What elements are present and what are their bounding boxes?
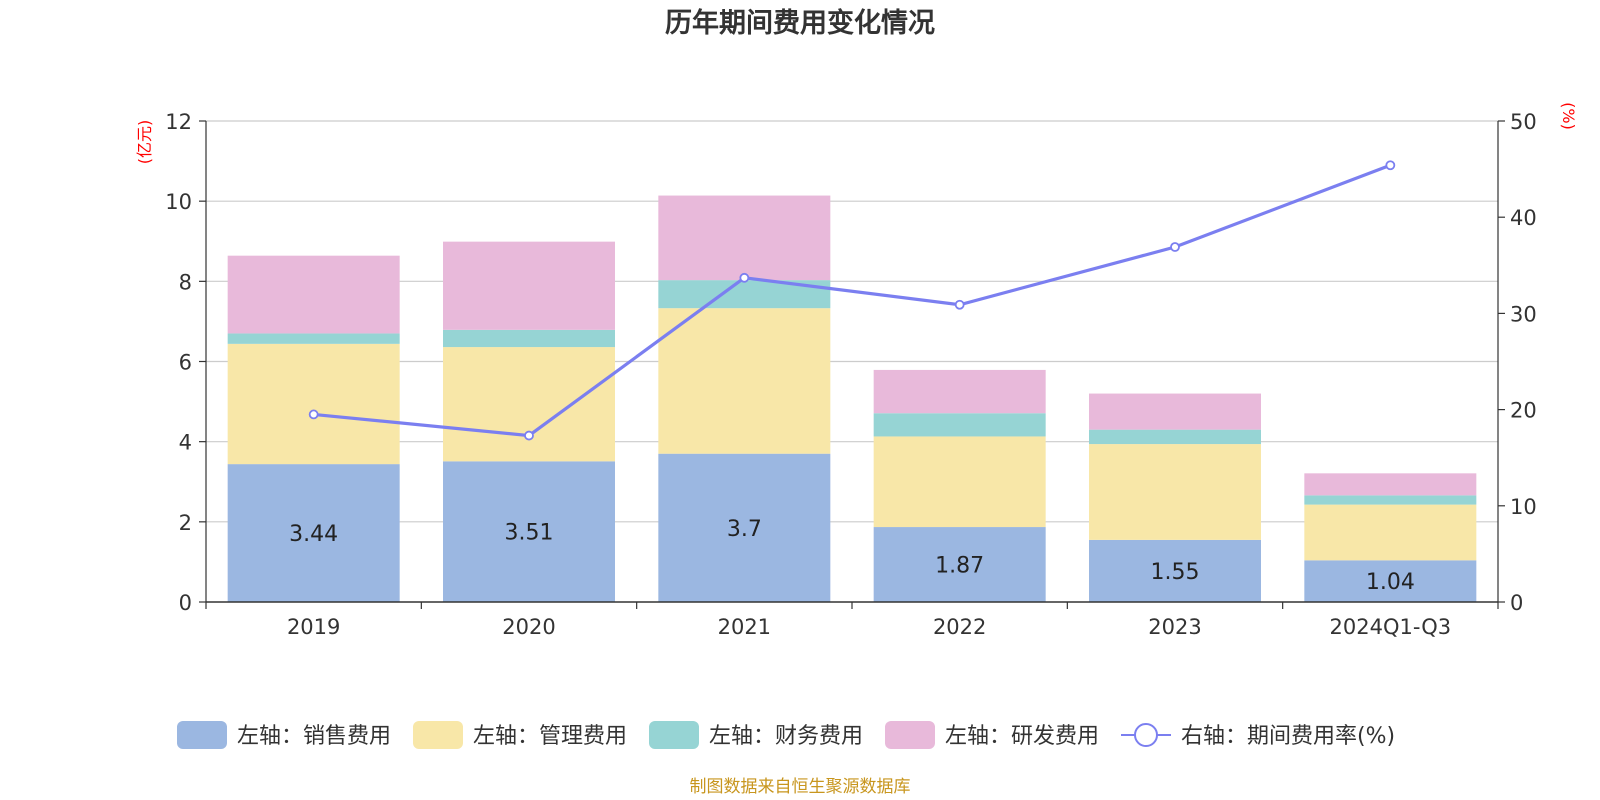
- bar-sales: [658, 453, 831, 602]
- right-axis-tick-label: 40: [1510, 206, 1537, 230]
- data-label-sales: 3.44: [289, 522, 338, 547]
- rate-line-series: [308, 160, 1396, 441]
- right-axis-tick-label: 50: [1510, 110, 1537, 134]
- right-axis-tick-label: 10: [1510, 495, 1537, 519]
- rate-point: [739, 272, 750, 283]
- bar-admin: [1304, 504, 1477, 561]
- legend-label: 左轴：管理费用: [473, 724, 627, 749]
- bar-rnd: [227, 255, 400, 334]
- x-axis-tick-label: 2021: [718, 615, 771, 639]
- legend-label: 左轴：销售费用: [237, 724, 391, 749]
- left-axis-tick-label: 0: [179, 591, 192, 615]
- x-axis-tick-label: 2022: [933, 615, 986, 639]
- bar-finance: [873, 413, 1046, 437]
- legend-item-rate[interactable]: 右轴：期间费用率(%): [1121, 723, 1395, 749]
- bar-admin: [658, 308, 831, 454]
- right-axis-tick-label: 30: [1510, 302, 1537, 326]
- rate-point: [1170, 242, 1180, 252]
- bar-finance: [1089, 429, 1261, 445]
- data-labels: 3.44 3.51 3.7 1.87 1.55 1.04: [289, 517, 1415, 595]
- left-axis-tick-label: 2: [179, 511, 192, 535]
- bar-admin: [227, 343, 400, 465]
- bar-finance: [227, 333, 400, 344]
- data-label-sales: 1.87: [935, 554, 984, 579]
- legend-swatch-marker: [1134, 723, 1158, 747]
- legend-item-rnd[interactable]: 左轴：研发费用: [885, 721, 1099, 749]
- legend-swatch-admin: [413, 721, 463, 749]
- rate-point: [524, 430, 534, 441]
- legend-swatch-sales: [177, 721, 227, 749]
- bar-sales: [227, 464, 400, 602]
- right-axis-tick-label: 0: [1510, 591, 1523, 615]
- legend-item-admin[interactable]: 左轴：管理费用: [413, 721, 627, 749]
- legend-item-finance[interactable]: 左轴：财务费用: [649, 721, 863, 749]
- rate-line: [313, 163, 1391, 438]
- data-label-sales: 1.55: [1151, 560, 1200, 585]
- left-axis-tick-label: 8: [179, 270, 192, 294]
- rate-point: [308, 409, 319, 420]
- x-axis-tick-label: 2024Q1-Q3: [1330, 615, 1452, 639]
- axes: 0 2 4 6 8 10 12 0 10 20 30 40 50 2019 2020 2021 2022 2023…: [165, 110, 1536, 639]
- legend-label: 左轴：财务费用: [709, 724, 863, 749]
- legend-item-sales[interactable]: 左轴：销售费用: [177, 721, 391, 749]
- right-axis-tick-label: 20: [1510, 399, 1537, 423]
- source-note: 制图数据来自恒生聚源数据库: [690, 777, 911, 797]
- legend[interactable]: 左轴：销售费用 左轴：管理费用 左轴：财务费用 左轴：研发费用 右轴：期间费用率(%): [177, 721, 1395, 749]
- bar-admin: [1089, 444, 1261, 540]
- legend-label: 右轴：期间费用率(%): [1181, 724, 1395, 749]
- bar-admin: [443, 347, 615, 462]
- rate-point: [954, 299, 965, 310]
- bar-sales: [1089, 539, 1261, 602]
- bar-sales: [1304, 560, 1477, 602]
- bar-sales: [873, 527, 1046, 602]
- bar-rnd: [1089, 393, 1261, 430]
- x-axis-tick-label: 2019: [287, 615, 340, 639]
- data-label-sales: 3.51: [505, 521, 554, 546]
- rate-point: [1385, 160, 1396, 171]
- left-axis-tick-label: 10: [165, 190, 192, 214]
- bar-rnd: [658, 195, 831, 281]
- legend-label: 左轴：研发费用: [945, 724, 1099, 749]
- left-axis-tick-label: 4: [179, 431, 192, 455]
- left-axis-unit: (亿元): [135, 120, 154, 165]
- data-label-sales: 3.7: [727, 517, 762, 542]
- bar-rnd: [443, 241, 615, 330]
- right-axis-unit: (%): [1559, 102, 1578, 130]
- bar-rnd: [873, 369, 1046, 414]
- bar-rnd: [1304, 473, 1477, 496]
- bar-sales: [443, 461, 615, 602]
- bar-series: [227, 195, 1477, 602]
- legend-swatch-finance: [649, 721, 699, 749]
- x-axis-tick-label: 2023: [1148, 615, 1201, 639]
- left-axis-tick-label: 6: [179, 351, 192, 375]
- legend-swatch-rnd: [885, 721, 935, 749]
- grid-lines: [206, 120, 1498, 523]
- bar-admin: [873, 436, 1046, 528]
- chart-title: 历年期间费用变化情况: [665, 7, 935, 39]
- x-axis-tick-label: 2020: [502, 615, 555, 639]
- bar-finance: [443, 329, 615, 348]
- left-axis-tick-label: 12: [165, 110, 192, 134]
- data-label-sales: 1.04: [1366, 570, 1415, 595]
- bar-finance: [1304, 495, 1477, 505]
